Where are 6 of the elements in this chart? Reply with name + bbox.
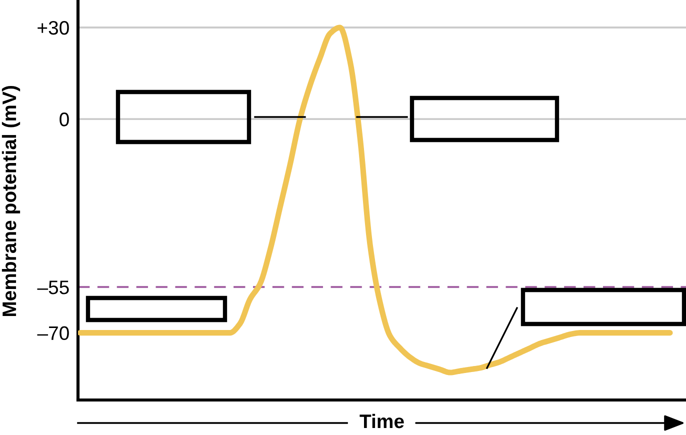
y-tick-label: –70 [37,326,69,340]
x-axis-title: Time [360,414,404,428]
y-tick-label: +30 [38,20,69,35]
y-tick-label: 0 [60,112,69,126]
y-axis-title: Membrane potential (mV) [2,86,20,316]
y-tick-label: –55 [37,280,69,294]
